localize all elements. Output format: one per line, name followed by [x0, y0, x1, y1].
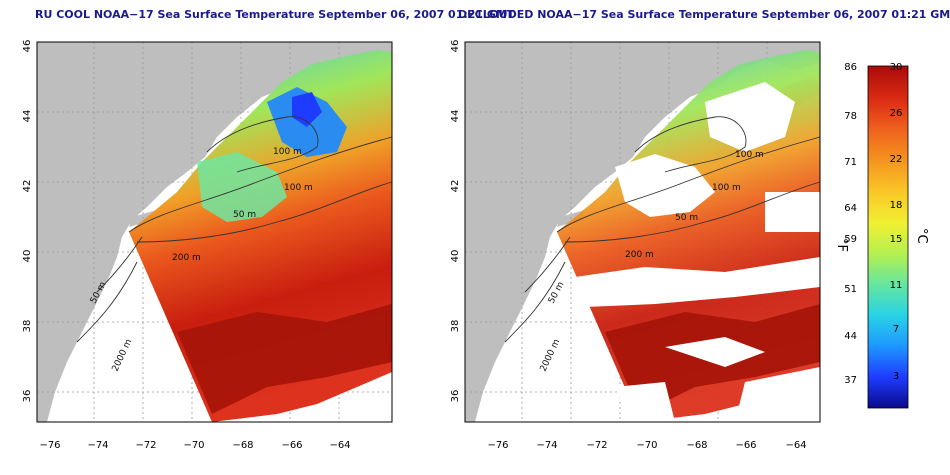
x-tick-label: −68 — [232, 440, 253, 451]
colorbar-gradient — [867, 65, 909, 409]
celsius-tick: 18 — [890, 200, 903, 211]
fahrenheit-tick: 59 — [844, 234, 857, 245]
right-contour-label: 100 m — [735, 150, 764, 160]
right-contour-label: 50 m — [675, 213, 698, 223]
celsius-tick: 22 — [890, 154, 903, 165]
celsius-tick: 15 — [890, 234, 903, 245]
y-tick-label: 44 — [450, 110, 461, 123]
x-tick-label: −64 — [785, 440, 806, 451]
x-tick-label: −76 — [487, 440, 508, 451]
x-tick-label: −72 — [135, 440, 156, 451]
x-tick-label: −70 — [183, 440, 204, 451]
y-tick-label: 46 — [22, 40, 33, 53]
x-tick-label: −64 — [329, 440, 350, 451]
x-tick-label: −66 — [281, 440, 302, 451]
right-map: 100 m 100 m 50 m 200 m 50 m 2000 m — [464, 41, 821, 423]
left-map: 100 m 100 m 50 m 200 m 50 m 2000 m — [36, 41, 393, 423]
right-contour-label: 200 m — [625, 250, 654, 260]
right-y-axis: 46 44 42 40 38 36 — [450, 40, 461, 403]
fahrenheit-tick: 64 — [844, 203, 857, 214]
y-tick-label: 36 — [450, 390, 461, 403]
celsius-tick: 11 — [890, 280, 903, 291]
celsius-unit-label: °C — [914, 228, 929, 244]
y-tick-label: 40 — [450, 250, 461, 263]
x-tick-label: −68 — [686, 440, 707, 451]
fahrenheit-tick: 37 — [844, 375, 857, 386]
left-y-axis: 46 44 42 40 38 36 — [22, 40, 33, 403]
x-tick-label: −74 — [87, 440, 108, 451]
fahrenheit-unit-label: °F — [834, 238, 849, 252]
colorbar: 86 78 71 64 59 51 44 37 30 26 22 18 15 1… — [834, 62, 929, 409]
y-tick-label: 40 — [22, 250, 33, 263]
x-tick-label: −72 — [586, 440, 607, 451]
fahrenheit-tick: 78 — [844, 111, 857, 122]
celsius-tick: 7 — [893, 324, 899, 335]
left-contour-label: 200 m — [172, 253, 201, 263]
celsius-tick: 3 — [893, 371, 899, 382]
right-contour-label: 100 m — [712, 183, 741, 193]
left-contour-label: 100 m — [273, 147, 302, 157]
right-map-title: DECLOUDED NOAA−17 Sea Surface Temperatur… — [458, 8, 950, 21]
y-tick-label: 36 — [22, 390, 33, 403]
y-tick-label: 42 — [450, 180, 461, 193]
fahrenheit-tick: 71 — [844, 157, 857, 168]
fahrenheit-tick: 86 — [844, 62, 857, 73]
x-tick-label: −66 — [735, 440, 756, 451]
fahrenheit-tick: 51 — [844, 284, 857, 295]
right-x-axis: −76 −74 −72 −70 −68 −66 −64 — [487, 440, 806, 451]
y-tick-label: 42 — [22, 180, 33, 193]
fahrenheit-tick: 44 — [844, 331, 857, 342]
celsius-tick: 30 — [890, 62, 903, 73]
y-tick-label: 46 — [450, 40, 461, 53]
left-contour-label: 100 m — [284, 183, 313, 193]
y-tick-label: 38 — [22, 320, 33, 333]
y-tick-label: 44 — [22, 110, 33, 123]
left-contour-label: 50 m — [233, 210, 256, 220]
x-tick-label: −76 — [39, 440, 60, 451]
left-map-title: RU COOL NOAA−17 Sea Surface Temperature … — [35, 8, 515, 21]
left-x-axis: −76 −74 −72 −70 −68 −66 −64 — [39, 440, 350, 451]
x-tick-label: −74 — [536, 440, 557, 451]
y-tick-label: 38 — [450, 320, 461, 333]
celsius-tick: 26 — [890, 108, 903, 119]
x-tick-label: −70 — [636, 440, 657, 451]
